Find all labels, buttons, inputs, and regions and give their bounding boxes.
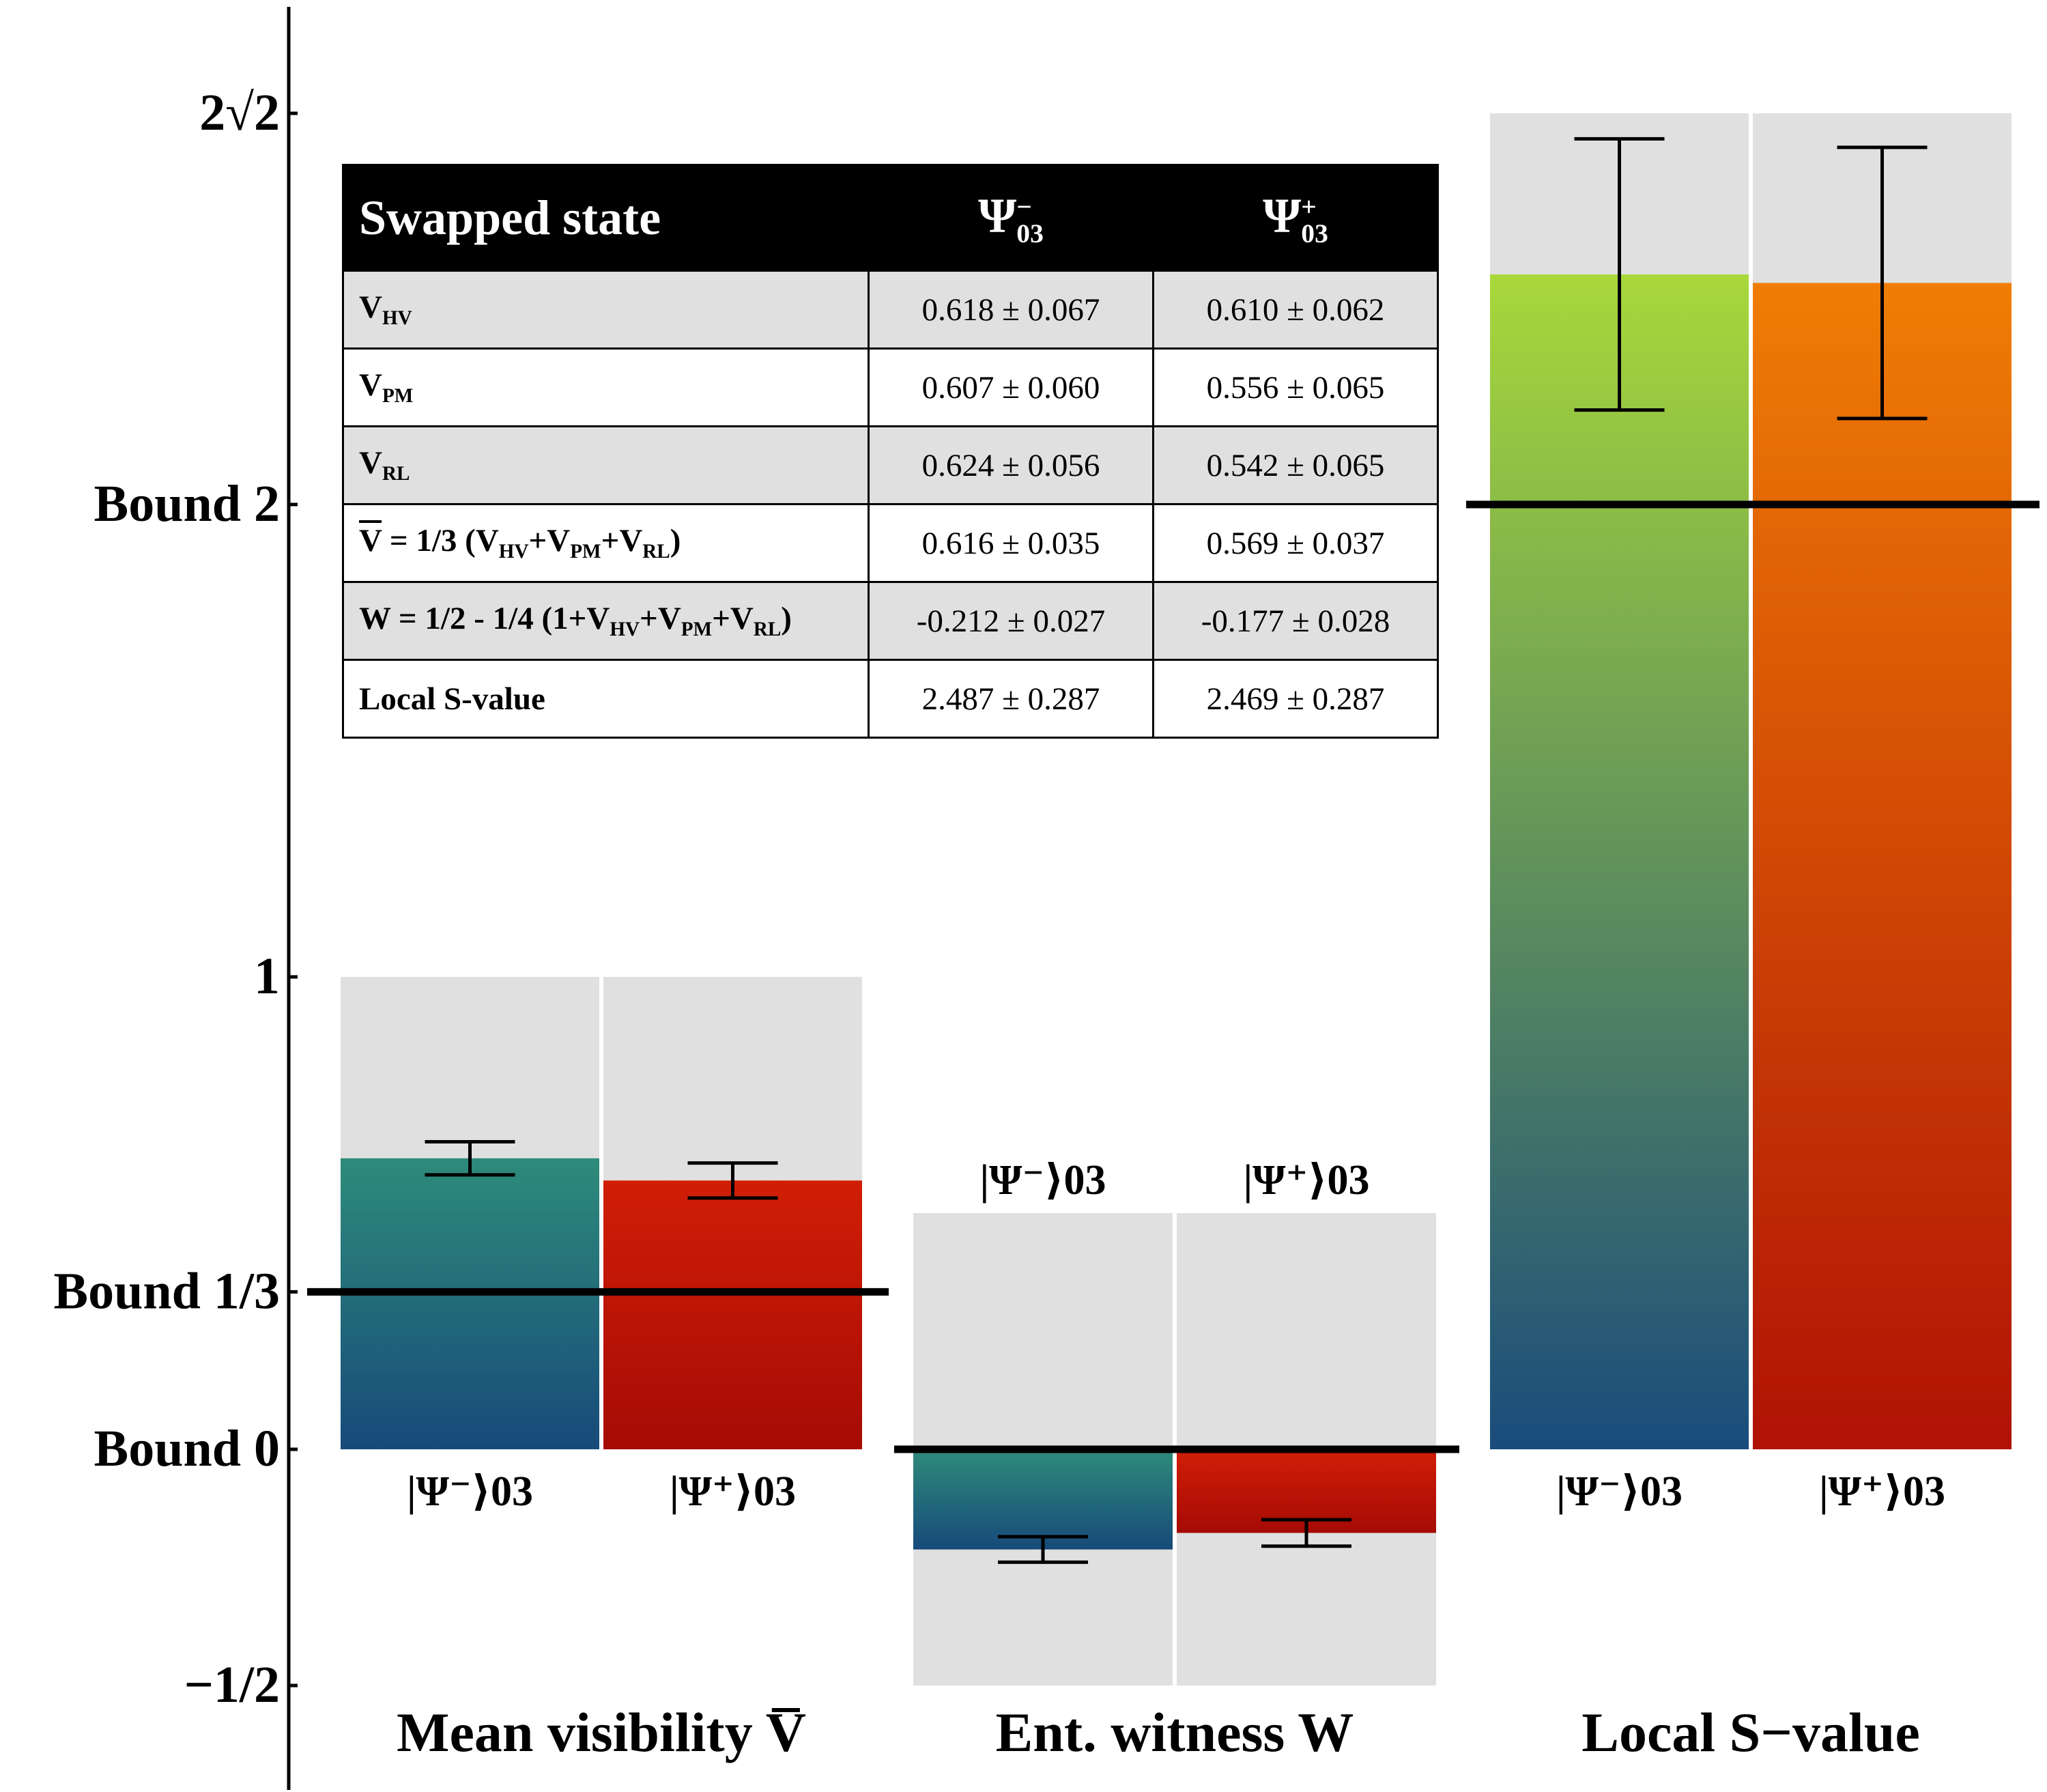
- table-cell: 0.569 ± 0.037: [1152, 503, 1439, 583]
- row-label-mean-visibility: V = 1/3 (VHV+VPM+VRL): [342, 503, 870, 583]
- bar-label: |Ψ⁺⟩03: [670, 1468, 796, 1515]
- group-label-s-value: Local S−value: [1581, 1701, 1919, 1763]
- error-bar-visibility-plus: [687, 1161, 778, 1200]
- y-tick-label: 1: [254, 948, 280, 1005]
- row-label-s-value: Local S-value: [342, 659, 870, 739]
- labels: |Ψ⁻⟩03 |Ψ⁺⟩03 Mean visibility V̅ |Ψ⁻⟩03 |Ψ⁺⟩…: [53, 84, 1945, 1763]
- group-label-visibility: Mean visibility V̅: [397, 1701, 806, 1763]
- table-cell: -0.177 ± 0.028: [1152, 581, 1439, 661]
- table-cell: 0.616 ± 0.035: [868, 503, 1154, 583]
- table-row: W = 1/2 - 1/4 (1+VHV+VPM+VRL) -0.212 ± 0…: [342, 581, 1439, 661]
- table-cell: 0.618 ± 0.067: [868, 270, 1154, 350]
- table-cell: 2.487 ± 0.287: [868, 659, 1154, 739]
- bar-s-value-minus: [1490, 274, 1749, 1450]
- error-bar-s-value-plus: [1837, 145, 1928, 421]
- summary-table: Swapped state Ψ −03 Ψ +03 VHV 0.618 ± 0.06…: [342, 164, 1439, 739]
- table-cell: 0.542 ± 0.065: [1152, 425, 1439, 505]
- bar-label: |Ψ⁺⟩03: [1243, 1157, 1369, 1204]
- y-tick-label: Bound 1/3: [53, 1262, 280, 1320]
- table-cell: 0.624 ± 0.056: [868, 425, 1154, 505]
- bars: [341, 274, 2012, 1550]
- table-header-row: Swapped state Ψ −03 Ψ +03: [342, 164, 1439, 272]
- table-cell: 0.556 ± 0.065: [1152, 347, 1439, 427]
- error-bars: [425, 137, 1928, 1564]
- table-cell: 2.469 ± 0.287: [1152, 659, 1439, 739]
- row-label-vhv: VHV: [342, 270, 870, 350]
- error-bar-witness-plus: [1261, 1518, 1351, 1548]
- bound-lines: [307, 500, 2039, 1453]
- table-header-psi-minus: Ψ −03: [868, 164, 1154, 272]
- bar-label: |Ψ⁺⟩03: [1819, 1468, 1945, 1515]
- y-tick-label: 2√2: [199, 84, 280, 141]
- bar-visibility-plus: [603, 1180, 862, 1449]
- table-header-psi-plus: Ψ +03: [1152, 164, 1439, 272]
- table-row: Local S-value 2.487 ± 0.287 2.469 ± 0.28…: [342, 659, 1439, 739]
- error-bar-visibility-minus: [425, 1140, 515, 1177]
- row-label-witness: W = 1/2 - 1/4 (1+VHV+VPM+VRL): [342, 581, 870, 661]
- bar-visibility-minus: [341, 1158, 599, 1449]
- bar-witness-minus: [913, 1449, 1173, 1550]
- table-header-label: Swapped state: [342, 164, 870, 272]
- row-label-vrl: VRL: [342, 425, 870, 505]
- row-label-vpm: VPM: [342, 347, 870, 427]
- table-cell: 0.610 ± 0.062: [1152, 270, 1439, 350]
- y-axis: [287, 7, 298, 1790]
- table-row: V = 1/3 (VHV+VPM+VRL) 0.616 ± 0.035 0.56…: [342, 503, 1439, 583]
- table-row: VRL 0.624 ± 0.056 0.542 ± 0.065: [342, 425, 1439, 505]
- table-row: VPM 0.607 ± 0.060 0.556 ± 0.065: [342, 347, 1439, 427]
- error-bar-s-value-minus: [1574, 137, 1665, 412]
- bar-label: |Ψ⁻⟩03: [407, 1468, 533, 1515]
- y-tick-label: −1/2: [184, 1656, 280, 1713]
- bar-label: |Ψ⁻⟩03: [1556, 1468, 1683, 1515]
- table-cell: 0.607 ± 0.060: [868, 347, 1154, 427]
- bar-label: |Ψ⁻⟩03: [979, 1157, 1106, 1204]
- error-bar-witness-minus: [998, 1535, 1088, 1564]
- table-row: VHV 0.618 ± 0.067 0.610 ± 0.062: [342, 270, 1439, 350]
- bar-s-value-plus: [1753, 283, 2012, 1449]
- group-label-witness: Ent. witness W: [996, 1701, 1354, 1763]
- y-tick-label: Bound 2: [94, 475, 281, 532]
- y-tick-label: Bound 0: [94, 1420, 281, 1477]
- table-cell: -0.212 ± 0.027: [868, 581, 1154, 661]
